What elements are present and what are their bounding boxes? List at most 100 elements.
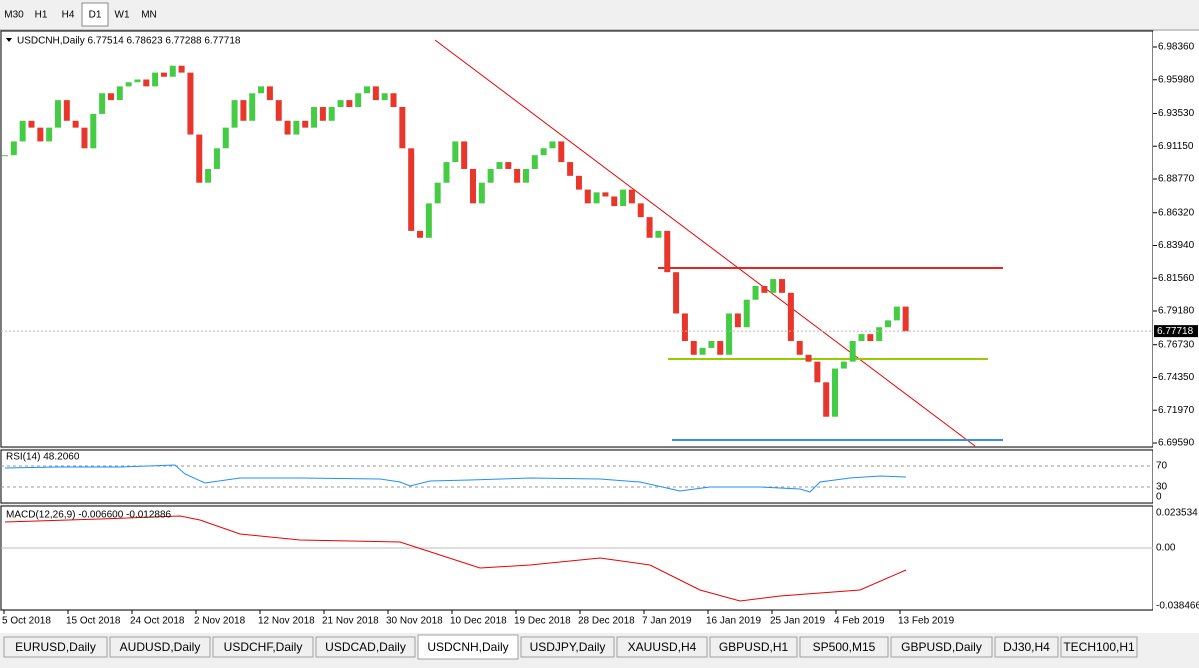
price-label: 6.86320 bbox=[1158, 207, 1195, 218]
price-label: 6.81560 bbox=[1158, 273, 1195, 284]
candle bbox=[478, 182, 485, 204]
candle bbox=[302, 120, 309, 128]
tab[interactable] bbox=[315, 636, 416, 658]
tab[interactable] bbox=[799, 636, 889, 658]
candle bbox=[196, 134, 203, 183]
candle bbox=[840, 361, 847, 369]
tab[interactable] bbox=[1060, 636, 1138, 658]
tab-label[interactable]: USDCHF,Daily bbox=[224, 640, 303, 654]
timeframe-button[interactable] bbox=[1, 3, 27, 26]
candle bbox=[152, 72, 159, 87]
tab-label[interactable]: GBPUSD,Daily bbox=[901, 640, 982, 654]
tab-label[interactable]: EURUSD,Daily bbox=[15, 640, 96, 654]
rsi-level-label: 30 bbox=[1156, 482, 1168, 493]
tab-label[interactable]: AUDUSD,Daily bbox=[120, 640, 201, 654]
candle bbox=[699, 347, 706, 355]
timeframe-button[interactable] bbox=[109, 3, 135, 26]
rsi-panel bbox=[0, 449, 1154, 504]
timeframe-label[interactable]: H4 bbox=[62, 10, 75, 21]
candle bbox=[399, 107, 406, 149]
candle bbox=[72, 120, 79, 128]
timeframe-button[interactable] bbox=[28, 3, 54, 26]
timeframe-button[interactable] bbox=[81, 2, 109, 27]
timeframe-label[interactable]: M30 bbox=[4, 10, 24, 21]
tab[interactable] bbox=[109, 636, 211, 658]
candle bbox=[275, 100, 282, 121]
timeframe-button[interactable] bbox=[55, 3, 81, 26]
tab[interactable] bbox=[994, 636, 1059, 658]
candle bbox=[381, 93, 388, 101]
candle bbox=[364, 86, 371, 94]
price-axis bbox=[1153, 31, 1199, 611]
timeframe-label[interactable]: W1 bbox=[115, 10, 130, 21]
candle bbox=[531, 155, 538, 169]
timeframe-label[interactable]: H1 bbox=[35, 10, 48, 21]
date-label: 19 Dec 2018 bbox=[514, 616, 571, 627]
candle bbox=[620, 189, 627, 207]
candle bbox=[726, 313, 733, 355]
candle bbox=[240, 100, 247, 121]
candle bbox=[779, 279, 786, 293]
tab-label[interactable]: TECH100,H1 bbox=[1063, 640, 1135, 654]
date-label: 4 Feb 2019 bbox=[834, 616, 885, 627]
tab-label[interactable]: SP500,M15 bbox=[813, 640, 876, 654]
candle bbox=[63, 100, 70, 121]
candle bbox=[337, 100, 344, 108]
main-panel bbox=[0, 30, 1154, 448]
candle bbox=[496, 162, 503, 169]
tab-label[interactable]: DJ30,H4 bbox=[1003, 640, 1050, 654]
tab-label[interactable]: USDCNH,Daily bbox=[427, 640, 508, 654]
tab[interactable] bbox=[417, 634, 519, 660]
tab-label[interactable]: USDCAD,Daily bbox=[325, 640, 406, 654]
timeframe-label[interactable]: MN bbox=[141, 10, 157, 21]
candle bbox=[540, 148, 547, 156]
candle bbox=[90, 113, 97, 149]
candle bbox=[37, 127, 44, 142]
candle bbox=[593, 192, 600, 204]
timeframe-label[interactable]: D1 bbox=[89, 10, 102, 21]
price-label: 6.93530 bbox=[1158, 108, 1195, 119]
macd-axis-label: -0.038466 bbox=[1156, 601, 1199, 612]
candle bbox=[19, 120, 26, 142]
candle bbox=[858, 334, 865, 342]
candle bbox=[81, 127, 88, 149]
tab[interactable] bbox=[3, 636, 108, 658]
tab[interactable] bbox=[520, 636, 615, 658]
candle bbox=[417, 230, 424, 238]
tab-label[interactable]: XAUUSD,H4 bbox=[628, 640, 697, 654]
candle bbox=[258, 86, 265, 94]
tab[interactable] bbox=[616, 636, 708, 658]
candle bbox=[584, 189, 591, 204]
tab-label[interactable]: GBPUSD,H1 bbox=[719, 640, 789, 654]
candle bbox=[443, 162, 450, 183]
tab[interactable] bbox=[212, 636, 314, 658]
candle bbox=[567, 162, 574, 176]
candle bbox=[284, 120, 291, 135]
price-label: 6.69590 bbox=[1158, 438, 1195, 449]
candle bbox=[178, 65, 185, 73]
tab[interactable] bbox=[709, 636, 798, 658]
candle bbox=[231, 100, 238, 128]
timeframe-button[interactable] bbox=[136, 3, 162, 26]
candle bbox=[814, 361, 821, 383]
candle bbox=[160, 72, 167, 77]
date-axis bbox=[0, 611, 1199, 633]
candle bbox=[319, 107, 326, 121]
candle bbox=[461, 141, 468, 169]
date-label: 13 Feb 2019 bbox=[898, 616, 955, 627]
candle bbox=[752, 285, 759, 300]
candle bbox=[832, 368, 839, 417]
candle bbox=[54, 100, 61, 128]
price-label: 6.83940 bbox=[1158, 240, 1195, 251]
collapse-icon[interactable] bbox=[6, 38, 12, 42]
date-label: 15 Oct 2018 bbox=[66, 616, 121, 627]
candle bbox=[505, 162, 512, 169]
price-label: 6.98360 bbox=[1158, 42, 1195, 53]
date-label: 10 Dec 2018 bbox=[450, 616, 507, 627]
tab-label[interactable]: USDJPY,Daily bbox=[530, 640, 606, 654]
candle bbox=[2, 155, 8, 157]
candle bbox=[522, 168, 529, 183]
tab[interactable] bbox=[890, 636, 993, 658]
